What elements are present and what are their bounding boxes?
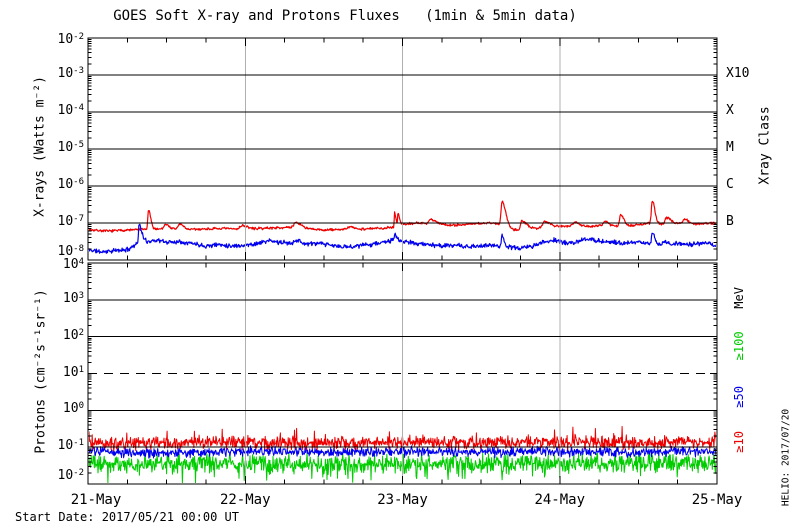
y-tick-label: 10-5 [57, 140, 85, 155]
proton-flux-panel-ticks [87, 263, 718, 484]
y-tick-label: 10-3 [57, 66, 85, 81]
start-date-text: Start Date: 2017/05/21 00:00 UT [15, 510, 239, 524]
xray-class-label: M [726, 140, 734, 155]
xray-flux-panel [87, 37, 718, 261]
y-tick-label: 10-7 [57, 214, 85, 229]
x-tick-label: 24-May [534, 492, 586, 508]
y-tick-label: 10-2 [57, 468, 85, 483]
x-tick-label: 23-May [377, 492, 428, 508]
xray-flux-panel-grid [87, 37, 718, 261]
xray-class-axis-title: Xray Class [757, 106, 773, 185]
chart-title: GOES Soft X-ray and Protons Fluxes (1min… [113, 8, 577, 24]
y-tick-label: 101 [62, 364, 84, 380]
x-tick-label: 22-May [219, 492, 271, 508]
y-tick-label: 104 [62, 257, 84, 272]
y-tick-label: 10-6 [57, 177, 85, 192]
y-tick-label: 103 [62, 290, 84, 306]
xray-class-label: C [726, 177, 734, 192]
y-tick-label: 10-2 [57, 32, 85, 47]
x-tick-label: 21-May [70, 492, 122, 508]
y-tick-label: 10-1 [57, 438, 85, 454]
x-tick-label: 25-May [691, 492, 743, 508]
xray-flux-panel-ticks [87, 38, 718, 260]
proton-flux-panel [87, 262, 718, 485]
plot-generated-watermark: HELIO: 2017/07/20 [780, 408, 792, 507]
xray-class-label: X [726, 103, 734, 118]
proton-energy-label: ≥10 [732, 430, 747, 453]
y-tick-label: 10-4 [57, 103, 85, 118]
y-tick-label: 10-8 [57, 244, 85, 259]
y-tick-label: 100 [62, 401, 84, 417]
xray-class-label: B [726, 214, 734, 229]
y-tick-label: 102 [62, 327, 84, 343]
xray-class-label: X10 [726, 66, 750, 81]
